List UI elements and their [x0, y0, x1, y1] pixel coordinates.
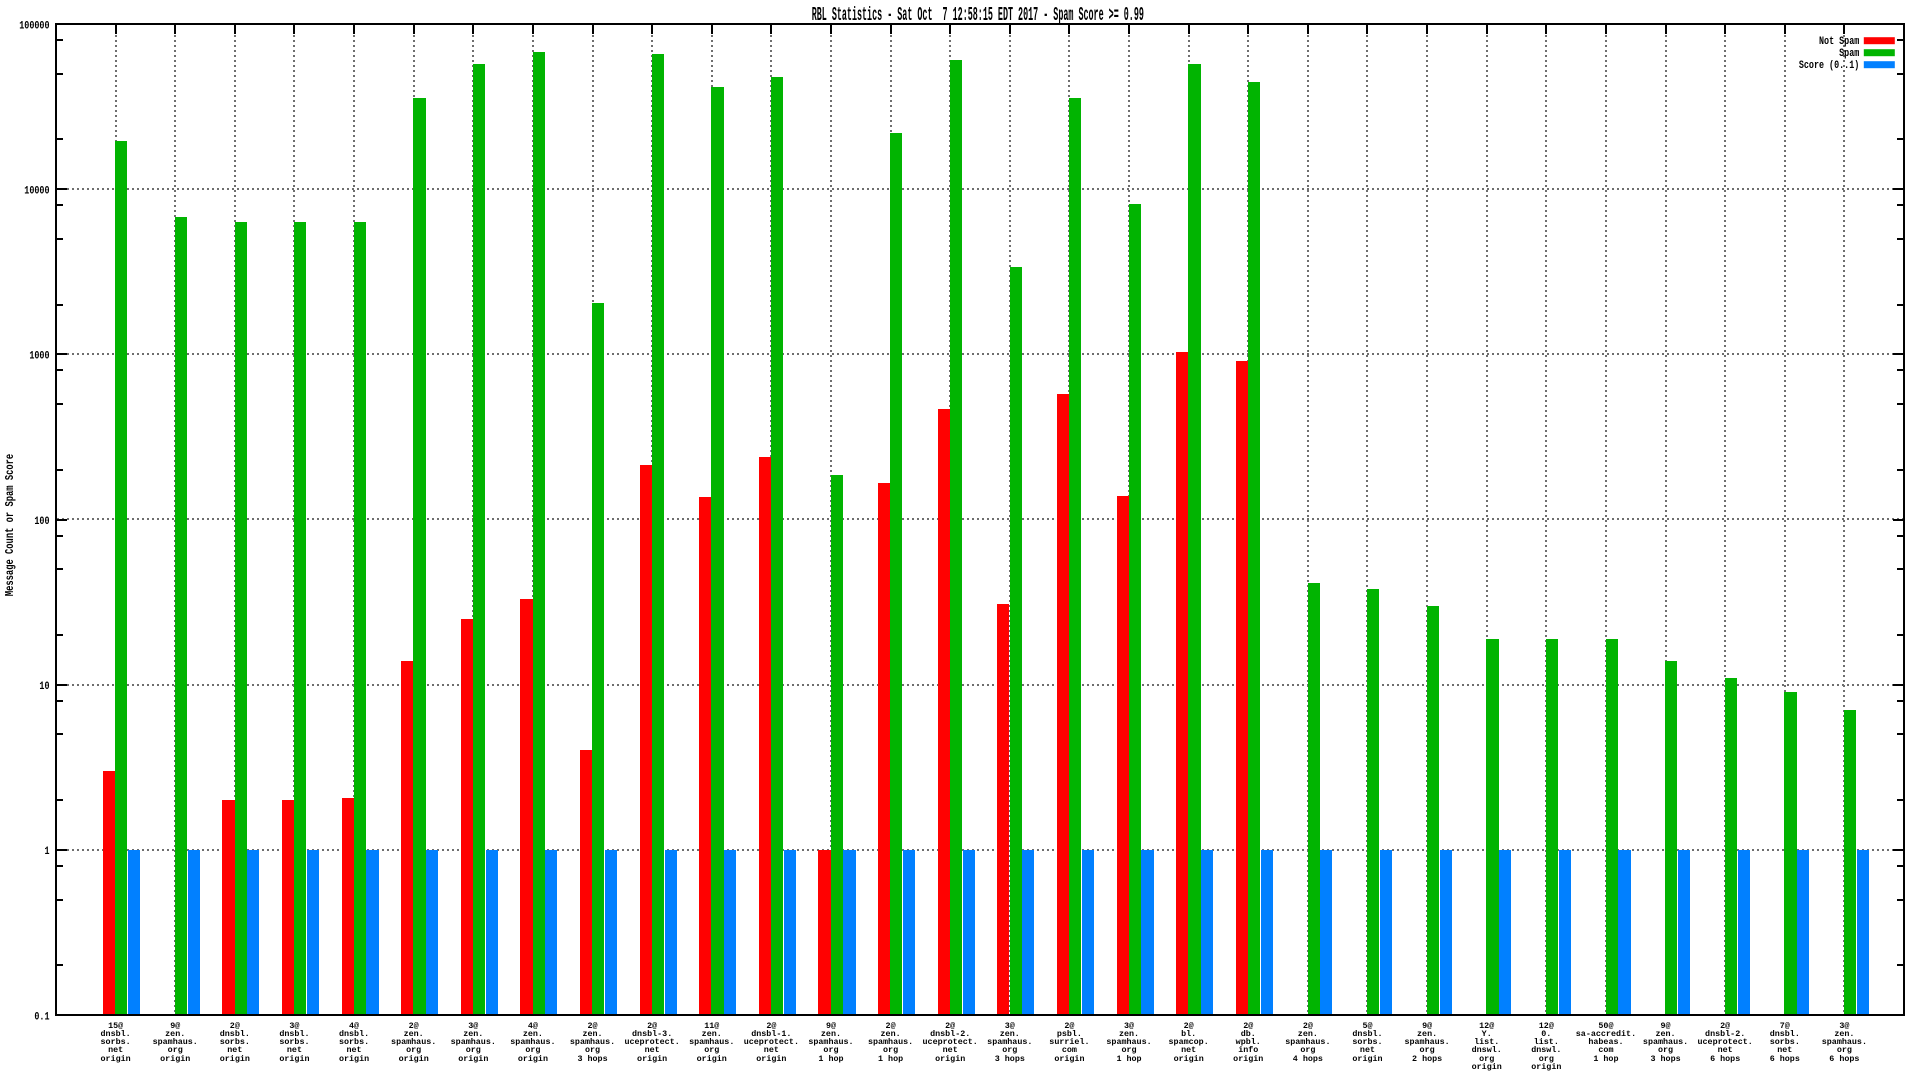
svg-text:10: 10 [39, 680, 49, 692]
svg-text:Message Count or Spam Score: Message Count or Spam Score [4, 454, 18, 596]
svg-text:Spam: Spam [1839, 47, 1859, 59]
svg-text:Not Spam: Not Spam [1819, 35, 1859, 47]
svg-text:Score (0..1): Score (0..1) [1799, 59, 1859, 71]
svg-text:10000: 10000 [24, 184, 49, 196]
svg-text:100: 100 [34, 515, 49, 527]
svg-text:100000: 100000 [19, 19, 49, 31]
svg-text:RBL Statistics - Sat Oct 7 12: RBL Statistics - Sat Oct 7 12:58:15 EDT … [812, 6, 1144, 27]
svg-text:1: 1 [44, 845, 49, 857]
svg-text:1000: 1000 [29, 350, 49, 362]
svg-text:0.1: 0.1 [34, 1010, 49, 1022]
